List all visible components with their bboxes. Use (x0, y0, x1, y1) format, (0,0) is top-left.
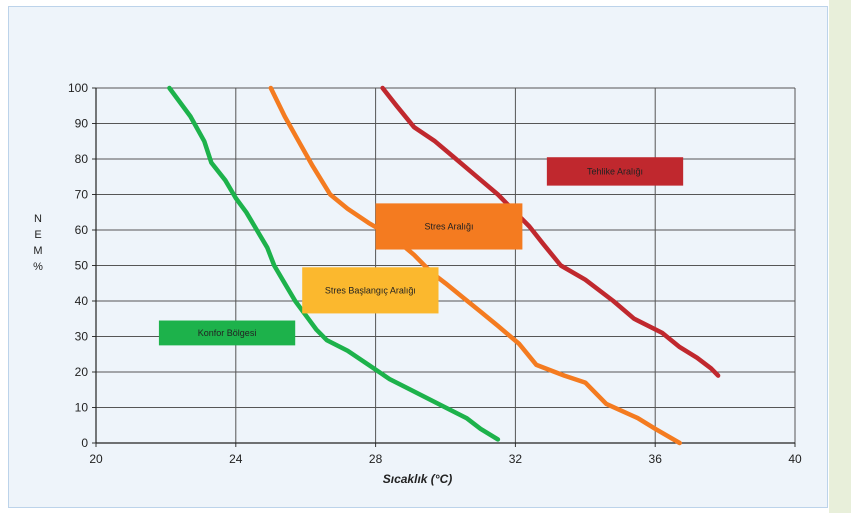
x-tick-label: 24 (229, 452, 243, 466)
tick-labels: 0 10 20 30 40 50 60 70 80 90 100 20 24 28 32 36 40 (68, 81, 802, 466)
x-axis-label: Sıcaklık (°C) (383, 472, 453, 486)
grid (95, 87, 796, 444)
zone-labels: Konfor Bölgesi Stres Başlangıç Aralığı Str… (158, 157, 684, 346)
side-strip (829, 0, 851, 513)
y-axis-label-char: % (33, 261, 43, 273)
y-tick-label: 30 (75, 330, 89, 344)
series-line-2 (380, 85, 721, 378)
y-tick-label: 100 (68, 81, 88, 95)
y-tick-label: 0 (81, 436, 88, 450)
y-tick-label: 10 (75, 401, 89, 415)
series-line-1 (268, 85, 682, 446)
y-tick-label: 40 (75, 294, 89, 308)
y-axis-label-char: M (33, 245, 42, 257)
series-lines (167, 85, 721, 446)
x-tick-label: 20 (89, 452, 103, 466)
y-tick-label: 90 (75, 117, 89, 131)
y-tick-label: 80 (75, 152, 89, 166)
y-axis-label-char: N (34, 213, 42, 225)
axes (92, 87, 796, 447)
zone-label-3: Tehlike Aralığı (587, 166, 643, 176)
y-tick-label: 60 (75, 223, 89, 237)
y-tick-label: 70 (75, 188, 89, 202)
y-axis-label: NEM% (33, 213, 43, 273)
zone-label-0: Konfor Bölgesi (198, 328, 257, 338)
zone-box-1 (302, 267, 439, 314)
y-tick-label: 20 (75, 365, 89, 379)
series-line-0 (167, 85, 501, 442)
zone-label-1: Stres Başlangıç Aralığı (325, 285, 416, 295)
zone-label-2: Stres Aralığı (424, 221, 473, 231)
x-tick-label: 28 (369, 452, 383, 466)
y-tick-label: 50 (75, 259, 89, 273)
y-axis-label-char: E (34, 229, 41, 241)
x-tick-label: 36 (649, 452, 663, 466)
x-tick-label: 32 (509, 452, 523, 466)
zone-box-2 (375, 203, 523, 250)
x-tick-label: 40 (788, 452, 802, 466)
zone-box-0 (158, 320, 296, 346)
zone-box-3 (546, 157, 684, 186)
